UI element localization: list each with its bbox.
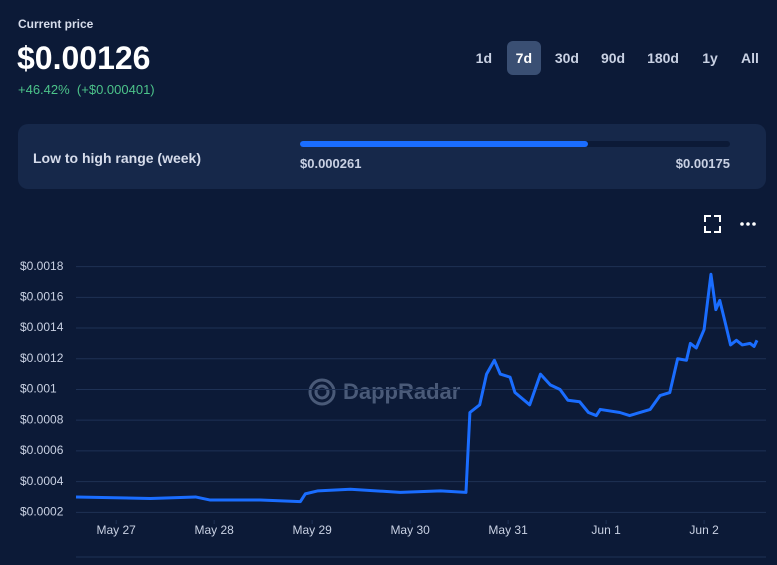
- x-tick-label: May 28: [194, 523, 234, 537]
- price-label: Current price: [18, 17, 94, 31]
- menu-icon[interactable]: [740, 222, 756, 226]
- range-label: Low to high range (week): [33, 150, 202, 166]
- y-tick-label: $0.001: [20, 382, 57, 396]
- y-tick-label: $0.0004: [20, 474, 64, 488]
- period-button[interactable]: All: [741, 50, 759, 66]
- x-tick-label: May 27: [96, 523, 136, 537]
- period-button[interactable]: 90d: [600, 50, 626, 66]
- range-card: Low to high range (week) $0.000261 $0.00…: [18, 124, 766, 189]
- range-track: [300, 141, 730, 147]
- fullscreen-icon[interactable]: [704, 215, 721, 233]
- y-tick-label: $0.0016: [20, 289, 64, 303]
- y-tick-label: $0.0018: [20, 259, 64, 273]
- x-tick-label: May 30: [390, 523, 430, 537]
- range-low: $0.000261: [300, 156, 362, 171]
- y-tick-label: $0.0008: [20, 412, 64, 426]
- x-tick-label: May 31: [488, 523, 528, 537]
- price-line: [75, 272, 759, 504]
- y-tick-label: $0.0002: [20, 504, 64, 518]
- period-button[interactable]: 1y: [702, 50, 718, 66]
- period-selector: 1d 7d 30d 90d 180d 1y All: [467, 41, 767, 75]
- change-abs: (+$0.000401): [76, 82, 155, 97]
- x-tick-label: Jun 2: [689, 523, 719, 537]
- y-tick-label: $0.0012: [20, 351, 64, 365]
- x-tick-label: May 29: [292, 523, 332, 537]
- period-button[interactable]: 30d: [554, 50, 579, 66]
- range-fill: [300, 141, 589, 147]
- period-button[interactable]: 180d: [647, 50, 679, 66]
- period-button[interactable]: 1d: [475, 50, 492, 66]
- x-tick-label: Jun 1: [591, 523, 621, 537]
- range-high: $0.00175: [675, 156, 730, 171]
- y-tick-label: $0.0006: [20, 443, 64, 457]
- watermark-logo: [308, 378, 336, 406]
- price-change: +46.42% (+$0.000401): [18, 82, 155, 97]
- y-tick-label: $0.0014: [20, 320, 64, 334]
- price: $0.00126: [17, 40, 151, 76]
- watermark: DappRadar: [343, 379, 461, 404]
- change-pct: +46.42%: [18, 82, 70, 97]
- period-button[interactable]: 7d: [506, 41, 541, 75]
